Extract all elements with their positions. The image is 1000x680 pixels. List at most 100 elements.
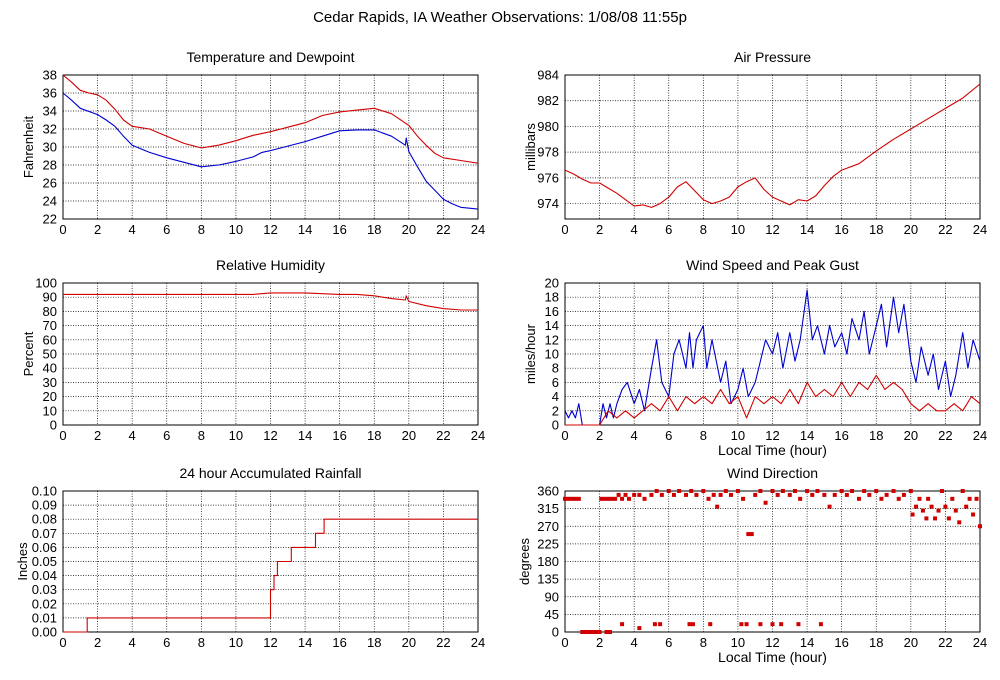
data-point [607, 630, 612, 634]
data-point [613, 496, 618, 501]
data-point [879, 496, 884, 501]
y-tick-label: 2 [552, 403, 559, 418]
y-tick-label: 982 [537, 93, 559, 108]
y-tick-label: 360 [537, 484, 559, 499]
data-point [749, 532, 754, 537]
y-tick-label: 90 [545, 589, 559, 604]
y-tick-label: 984 [537, 68, 559, 83]
y-tick-label: 0.05 [32, 554, 57, 569]
x-tick-label: 20 [904, 635, 918, 650]
data-point [939, 489, 944, 493]
x-tick-label: 16 [834, 635, 848, 650]
data-point [711, 492, 716, 497]
x-tick-label: 16 [834, 428, 848, 443]
y-tick-label: 20 [43, 389, 57, 404]
data-point [729, 492, 733, 497]
wind-direction-chart: 0 2 4 6 8 10 12 14 16 18 20 22 240459013518022527031… [517, 465, 987, 665]
y-tick-label: 225 [537, 536, 559, 551]
y-tick-label: 26 [43, 176, 57, 191]
data-point [974, 496, 979, 501]
y-tick-label: 0.04 [32, 568, 57, 583]
x-tick-label: 6 [665, 428, 672, 443]
x-tick-label: 12 [765, 222, 779, 237]
data-point [723, 489, 728, 493]
x-tick-label: 24 [471, 428, 485, 443]
data-point [694, 492, 699, 497]
x-tick-label: 14 [800, 428, 814, 443]
y-tick-label: 36 [43, 86, 57, 101]
plot-frame [564, 282, 981, 426]
data-point [960, 489, 965, 493]
series-line-red [63, 518, 478, 633]
plot-frame [62, 74, 479, 220]
data-point [920, 508, 925, 513]
y-tick-label: 12 [545, 332, 559, 347]
chart-title: Air Pressure [734, 49, 811, 65]
y-axis-label: millibars [523, 123, 538, 171]
x-tick-label: 0 [59, 428, 66, 443]
x-tick-label: 14 [298, 635, 312, 650]
x-tick-label: 4 [129, 222, 136, 237]
x-tick-label: 8 [198, 428, 205, 443]
y-tick-label: 22 [43, 212, 57, 227]
data-point [896, 496, 901, 501]
plot-frame [62, 490, 479, 633]
data-point [967, 496, 972, 501]
y-tick-label: 0.08 [32, 512, 57, 527]
y-tick-label: 45 [545, 607, 559, 622]
data-point [822, 492, 827, 497]
x-tick-label: 16 [834, 222, 848, 237]
x-tick-label: 2 [94, 635, 101, 650]
y-axis-label: Fahrenheit [21, 116, 36, 179]
series-line-blue [62, 92, 479, 210]
y-tick-label: 0 [552, 418, 559, 433]
x-tick-label: 12 [263, 635, 277, 650]
data-point [775, 492, 780, 497]
x-tick-label: 4 [129, 635, 136, 650]
chart-title: Wind Direction [727, 465, 818, 481]
y-tick-label: 40 [43, 361, 57, 376]
y-tick-label: 8 [552, 361, 559, 376]
data-point [637, 492, 642, 497]
data-point [566, 496, 571, 501]
y-tick-label: 100 [35, 276, 57, 291]
data-point [597, 630, 602, 634]
x-tick-label: 0 [561, 222, 568, 237]
x-tick-label: 0 [561, 635, 568, 650]
data-point [620, 622, 625, 627]
data-point [950, 496, 955, 501]
data-point [856, 496, 861, 501]
x-tick-label: 24 [973, 635, 987, 650]
data-point [684, 492, 689, 497]
accumulated-rainfall-chart: 0 2 4 6 8 10 12 14 16 18 20 22 240.000.010.020.030.0… [15, 465, 485, 650]
y-tick-label: 14 [545, 318, 559, 333]
x-axis-label: Local Time (hour) [718, 442, 827, 458]
y-tick-label: 28 [43, 158, 57, 173]
plot-frame [62, 282, 479, 426]
x-tick-label: 10 [229, 222, 243, 237]
series-line-red [62, 74, 479, 164]
data-point [867, 492, 872, 497]
data-point [677, 489, 682, 493]
x-tick-label: 24 [973, 428, 987, 443]
data-point [810, 492, 815, 497]
data-point [943, 504, 948, 509]
x-tick-label: 0 [561, 428, 568, 443]
x-tick-label: 6 [163, 222, 170, 237]
y-axis-label: degrees [517, 538, 532, 585]
data-point [901, 492, 906, 497]
data-point [687, 622, 692, 627]
data-point [946, 516, 951, 521]
data-point [862, 489, 867, 493]
x-tick-label: 0 [59, 222, 66, 237]
y-tick-label: 180 [537, 554, 559, 569]
data-point [787, 492, 792, 497]
x-tick-label: 12 [263, 222, 277, 237]
x-tick-label: 18 [367, 635, 381, 650]
x-tick-label: 18 [367, 222, 381, 237]
data-point [735, 489, 740, 493]
data-point [609, 496, 614, 501]
x-tick-label: 6 [665, 635, 672, 650]
data-point [805, 489, 810, 493]
series-line-red [63, 292, 478, 311]
